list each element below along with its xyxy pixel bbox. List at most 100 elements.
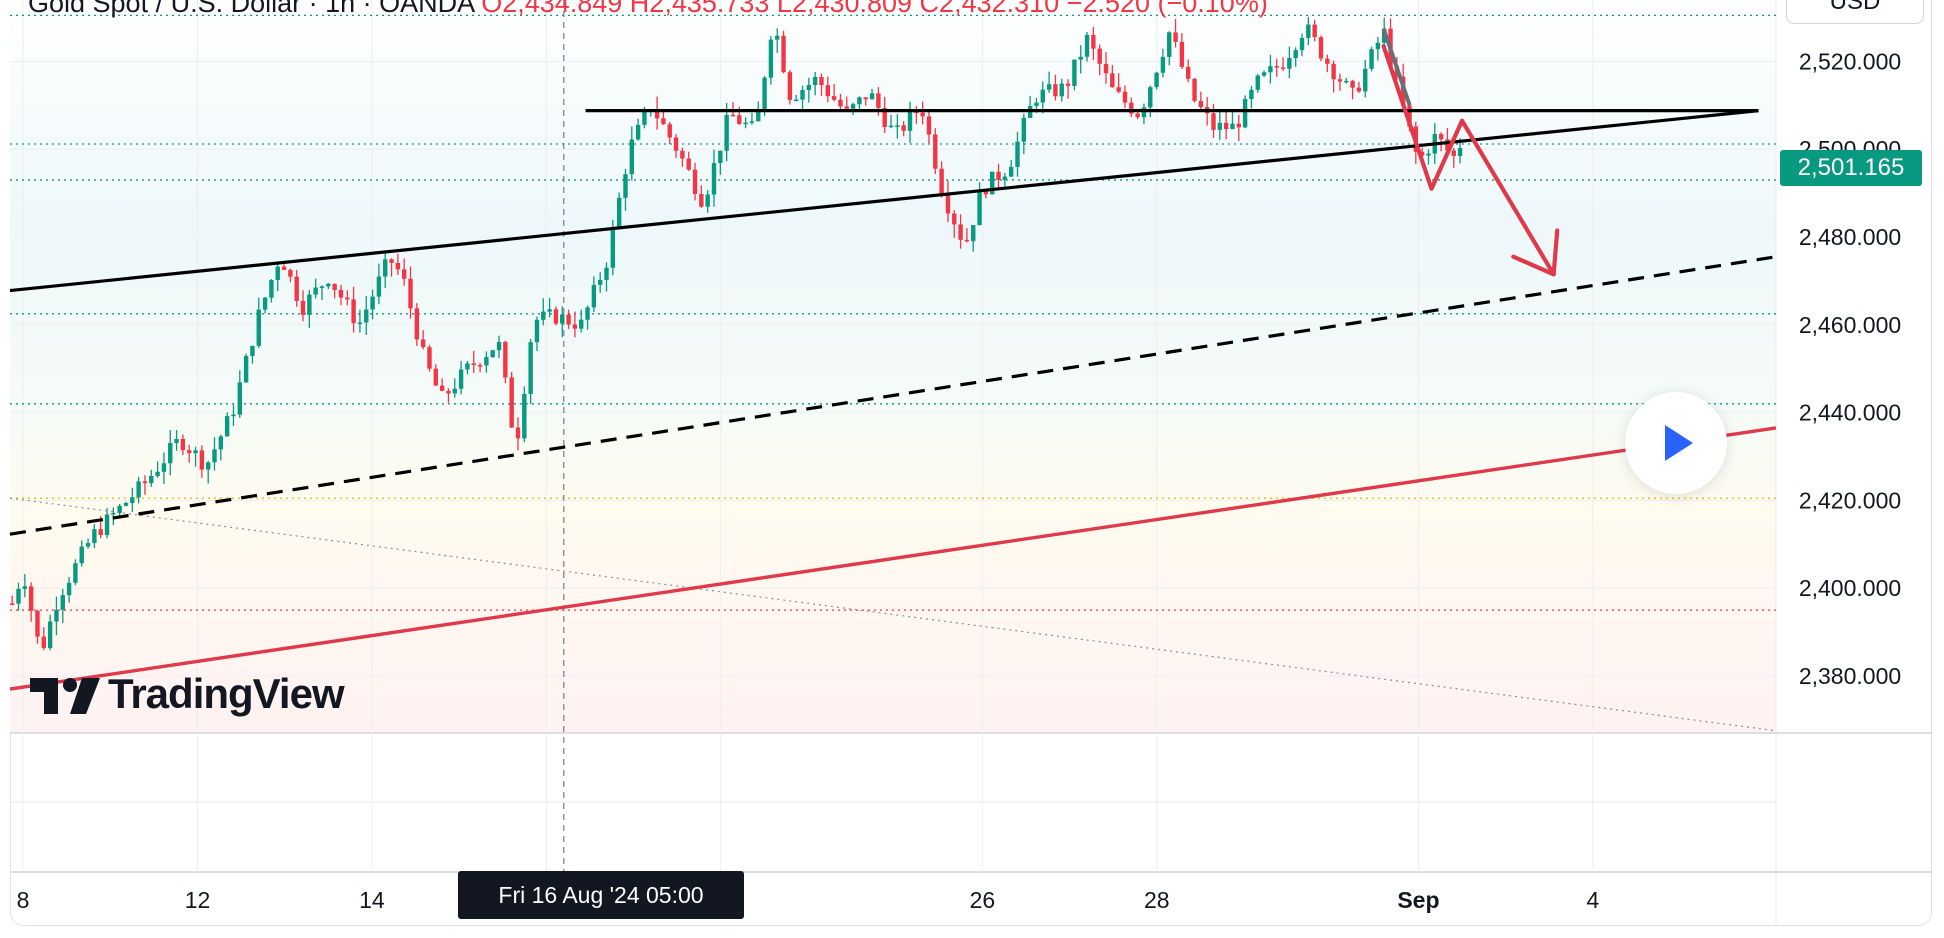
- candle-body: [958, 224, 963, 240]
- candle-body: [1072, 59, 1077, 86]
- candle-body: [1426, 153, 1431, 156]
- candle-body: [692, 169, 698, 195]
- candle-body: [1154, 72, 1159, 88]
- candle-body: [496, 342, 502, 351]
- replay-play-button[interactable]: [1625, 392, 1727, 494]
- candle-body: [9, 603, 15, 606]
- candle-body: [952, 213, 957, 225]
- candle-body: [319, 286, 325, 288]
- candle-body: [104, 514, 110, 535]
- candle-body: [610, 227, 616, 268]
- candle-body: [1129, 102, 1134, 114]
- candle-body: [920, 112, 925, 117]
- candle-body: [130, 497, 135, 503]
- candle-body: [117, 505, 122, 514]
- candle-body: [699, 194, 704, 207]
- candle-body: [971, 225, 976, 242]
- candle-body: [642, 111, 647, 125]
- candle-body: [16, 588, 21, 604]
- candle-body: [1103, 63, 1109, 74]
- candle-body: [933, 134, 938, 169]
- candle-body: [408, 278, 413, 309]
- candle-body: [275, 266, 280, 280]
- candle-body: [484, 357, 489, 366]
- candle-body: [85, 543, 91, 547]
- candle-body: [1299, 37, 1305, 51]
- candle-body: [806, 84, 812, 91]
- candle-body: [205, 462, 211, 470]
- candle-body: [616, 197, 622, 228]
- candle-body: [819, 77, 824, 86]
- candle-body: [1078, 56, 1083, 60]
- candle-body: [1293, 50, 1298, 59]
- candle-body: [800, 90, 805, 100]
- candle-body: [1167, 32, 1172, 57]
- candle-body: [680, 150, 685, 159]
- y-tick-label: 2,400.000: [1799, 575, 1901, 601]
- candle-body: [585, 307, 590, 320]
- candle-body: [168, 443, 173, 464]
- candle-body: [1255, 75, 1260, 90]
- candle-body: [180, 438, 186, 451]
- candle-body: [212, 449, 217, 463]
- candle-body: [869, 93, 875, 100]
- candle-body: [401, 269, 407, 279]
- candle-body: [1040, 89, 1045, 103]
- currency-selector[interactable]: USD: [1786, 0, 1924, 24]
- candle-body: [781, 35, 786, 73]
- candle-body: [420, 339, 426, 348]
- candle-body: [1280, 67, 1286, 69]
- symbol-title[interactable]: Gold Spot / U.S. Dollar · 1h · OANDA: [28, 0, 474, 18]
- candle-body: [1337, 79, 1343, 82]
- candle-body: [1034, 102, 1039, 106]
- candle-body: [300, 300, 306, 315]
- candle-body: [1198, 100, 1204, 108]
- candle-body: [1021, 117, 1027, 142]
- candle-body: [490, 350, 495, 358]
- plot-background: [10, 0, 1776, 733]
- candle-body: [964, 239, 970, 242]
- trend-line-support-dashed: [9, 255, 1777, 536]
- candle-body: [370, 296, 375, 310]
- x-tick-label: 8: [17, 887, 30, 913]
- candle-body: [79, 546, 84, 564]
- candle-body: [888, 125, 894, 128]
- candle-body: [528, 342, 533, 394]
- candle-body: [629, 139, 635, 175]
- candle-body: [737, 115, 742, 125]
- candle-body: [224, 416, 230, 437]
- candle-body: [673, 137, 679, 151]
- candle-body: [812, 77, 818, 85]
- candle-body: [990, 171, 995, 195]
- x-tick-label: Sep: [1397, 887, 1439, 913]
- candle-body: [914, 111, 919, 114]
- candle-body: [1179, 41, 1185, 67]
- highlight-segment: [1381, 27, 1412, 106]
- candle-body: [895, 125, 900, 127]
- candle-body: [149, 475, 154, 484]
- candle-body: [686, 158, 691, 170]
- candle-body: [193, 450, 198, 454]
- candle-body: [446, 390, 451, 394]
- candle-body: [123, 502, 129, 506]
- candle-body: [66, 582, 72, 596]
- candle-body: [161, 463, 167, 472]
- candle-body: [1110, 73, 1115, 88]
- candle-body: [111, 513, 116, 515]
- x-tick-label: 4: [1586, 887, 1599, 913]
- candle-body: [515, 427, 521, 439]
- candle-body: [509, 377, 514, 428]
- candle-body: [1363, 68, 1368, 92]
- y-tick-label: 2,460.000: [1799, 312, 1901, 338]
- candle-body: [1091, 34, 1096, 49]
- projection-arrow-path: [1381, 43, 1556, 277]
- x-tick-label: 14: [359, 887, 385, 913]
- candle-body: [98, 529, 103, 535]
- candle-body: [1015, 141, 1020, 167]
- candle-body: [762, 77, 767, 112]
- candle-body: [288, 269, 293, 277]
- candle-body: [1046, 84, 1052, 90]
- candle-body: [1211, 113, 1216, 130]
- candle-body: [376, 276, 382, 297]
